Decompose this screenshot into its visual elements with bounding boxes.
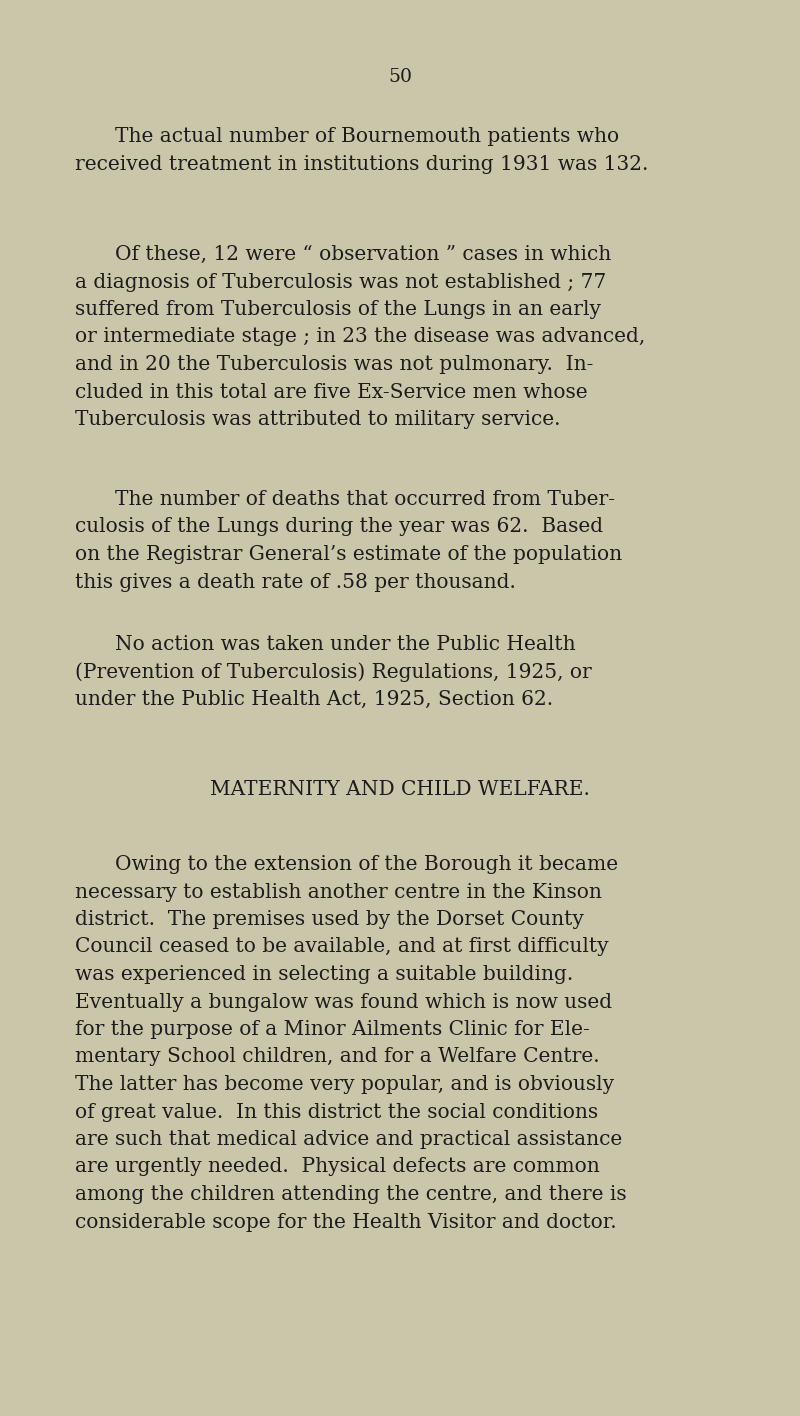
Text: for the purpose of a Minor Ailments Clinic for Ele-: for the purpose of a Minor Ailments Clin…: [75, 1020, 590, 1039]
Text: cluded in this total are five Ex-Service men whose: cluded in this total are five Ex-Service…: [75, 382, 588, 402]
Text: a diagnosis of Tuberculosis was not established ; 77: a diagnosis of Tuberculosis was not esta…: [75, 272, 606, 292]
Text: MATERNITY AND CHILD WELFARE.: MATERNITY AND CHILD WELFARE.: [210, 780, 590, 799]
Text: received treatment in institutions during 1931 was 132.: received treatment in institutions durin…: [75, 154, 648, 174]
Text: The actual number of Bournemouth patients who: The actual number of Bournemouth patient…: [115, 127, 619, 146]
Text: this gives a death rate of .58 per thousand.: this gives a death rate of .58 per thous…: [75, 572, 516, 592]
Text: considerable scope for the Health Visitor and doctor.: considerable scope for the Health Visito…: [75, 1212, 617, 1232]
Text: are such that medical advice and practical assistance: are such that medical advice and practic…: [75, 1130, 622, 1148]
Text: was experienced in selecting a suitable building.: was experienced in selecting a suitable …: [75, 964, 574, 984]
Text: under the Public Health Act, 1925, Section 62.: under the Public Health Act, 1925, Secti…: [75, 690, 553, 709]
Text: among the children attending the centre, and there is: among the children attending the centre,…: [75, 1185, 626, 1204]
Text: The latter has become very popular, and is obviously: The latter has become very popular, and …: [75, 1075, 614, 1095]
Text: (Prevention of Tuberculosis) Regulations, 1925, or: (Prevention of Tuberculosis) Regulations…: [75, 663, 592, 683]
Text: No action was taken under the Public Health: No action was taken under the Public Hea…: [115, 634, 576, 654]
Text: mentary School children, and for a Welfare Centre.: mentary School children, and for a Welfa…: [75, 1048, 600, 1066]
Text: Tuberculosis was attributed to military service.: Tuberculosis was attributed to military …: [75, 411, 561, 429]
Text: The number of deaths that occurred from Tuber-: The number of deaths that occurred from …: [115, 490, 615, 508]
Text: or intermediate stage ; in 23 the disease was advanced,: or intermediate stage ; in 23 the diseas…: [75, 327, 646, 347]
Text: on the Registrar General’s estimate of the population: on the Registrar General’s estimate of t…: [75, 545, 622, 564]
Text: and in 20 the Tuberculosis was not pulmonary.  In-: and in 20 the Tuberculosis was not pulmo…: [75, 355, 594, 374]
Text: Council ceased to be available, and at first difficulty: Council ceased to be available, and at f…: [75, 937, 609, 956]
Text: Owing to the extension of the Borough it became: Owing to the extension of the Borough it…: [115, 855, 618, 874]
Text: necessary to establish another centre in the Kinson: necessary to establish another centre in…: [75, 882, 602, 902]
Text: culosis of the Lungs during the year was 62.  Based: culosis of the Lungs during the year was…: [75, 517, 603, 537]
Text: of great value.  In this district the social conditions: of great value. In this district the soc…: [75, 1103, 598, 1121]
Text: are urgently needed.  Physical defects are common: are urgently needed. Physical defects ar…: [75, 1157, 600, 1177]
Text: suffered from Tuberculosis of the Lungs in an early: suffered from Tuberculosis of the Lungs …: [75, 300, 601, 319]
Text: Of these, 12 were “ observation ” cases in which: Of these, 12 were “ observation ” cases …: [115, 245, 611, 263]
Text: 50: 50: [388, 68, 412, 86]
Text: district.  The premises used by the Dorset County: district. The premises used by the Dorse…: [75, 910, 584, 929]
Text: Eventually a bungalow was found which is now used: Eventually a bungalow was found which is…: [75, 993, 612, 1011]
